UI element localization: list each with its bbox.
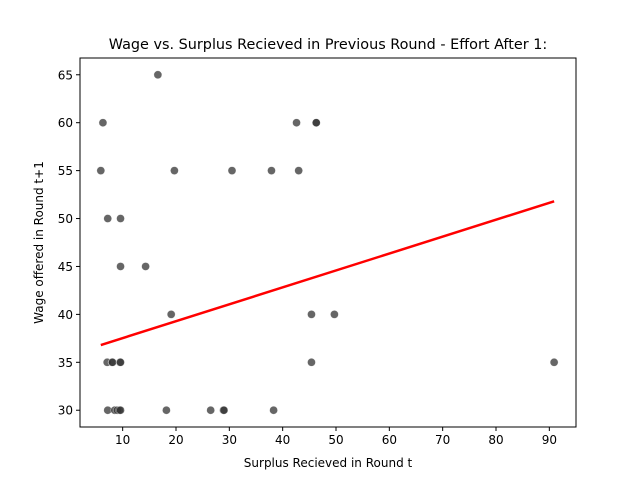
scatter-point xyxy=(103,214,112,223)
y-axis-ticks: 30 35 40 45 50 55 60 65 xyxy=(58,68,80,418)
x-tick-label: 10 xyxy=(115,433,130,447)
y-tick-label: 65 xyxy=(58,68,73,82)
y-tick-label: 50 xyxy=(58,212,73,226)
y-tick-label: 55 xyxy=(58,164,73,178)
scatter-point xyxy=(549,358,559,367)
scatter-point xyxy=(98,118,108,127)
scatter-point xyxy=(206,405,215,415)
scatter-point xyxy=(227,166,237,175)
x-tick-label: 70 xyxy=(435,433,450,447)
scatter-point xyxy=(116,214,125,223)
scatter-point xyxy=(219,405,229,415)
x-tick-label: 30 xyxy=(222,433,237,447)
x-tick-label: 80 xyxy=(488,433,503,447)
y-tick-label: 35 xyxy=(58,356,73,370)
scatter-point xyxy=(166,310,176,319)
scatter-point xyxy=(141,262,150,271)
scatter-point xyxy=(116,262,125,271)
scatter-point xyxy=(96,166,106,175)
scatter-point xyxy=(269,405,278,415)
x-tick-label: 40 xyxy=(275,433,290,447)
x-tick-label: 90 xyxy=(542,433,557,447)
x-tick-label: 60 xyxy=(382,433,397,447)
scatter-point xyxy=(330,310,339,319)
scatter-point xyxy=(312,118,321,127)
scatter-point xyxy=(294,166,303,175)
y-tick-label: 45 xyxy=(58,260,73,274)
scatter-point xyxy=(267,166,276,175)
plot-area xyxy=(96,70,559,415)
chart-title: Wage vs. Surplus Recieved in Previous Ro… xyxy=(109,37,547,53)
scatter-point xyxy=(170,166,179,175)
scatter-point xyxy=(153,70,163,80)
x-axis-ticks: 10 20 30 40 50 60 70 80 90 xyxy=(115,427,557,447)
axes-frame xyxy=(79,57,577,428)
scatter-point xyxy=(108,358,117,367)
x-axis-label: Surplus Recieved in Round t xyxy=(244,456,413,470)
y-tick-label: 40 xyxy=(58,308,73,322)
scatter-point xyxy=(162,405,171,415)
scatter-point xyxy=(116,358,125,367)
y-tick-label: 60 xyxy=(58,116,73,130)
x-tick-label: 20 xyxy=(168,433,183,447)
regression-line xyxy=(100,200,555,347)
scatter-point xyxy=(116,405,125,415)
scatter-point xyxy=(307,310,316,319)
scatter-point xyxy=(307,358,316,367)
y-tick-label: 30 xyxy=(58,404,73,418)
y-axis-label: Wage offered in Round t+1 xyxy=(32,161,46,324)
x-tick-label: 50 xyxy=(328,433,343,447)
scatter-point xyxy=(292,118,301,127)
